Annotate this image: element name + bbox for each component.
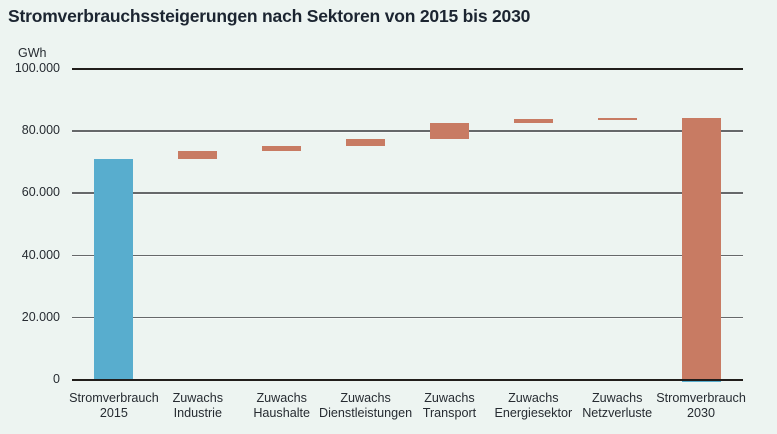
x-tick-label-zuwachs-energiesektor: Zuwachs Energiesektor — [458, 391, 608, 420]
x-tick-label-zuwachs-netzverluste: Zuwachs Netzverluste — [542, 391, 692, 420]
x-tick-label-line2: 2015 — [99, 405, 128, 420]
x-tick-label-line1: Zuwachs — [424, 391, 475, 405]
x-tick-label-line1: Stromverbrauch — [69, 391, 159, 405]
x-tick-label-line1: Zuwachs — [340, 391, 391, 405]
bar-zuwachs-haushalte — [262, 146, 302, 152]
x-tick-label-line2: Dienstleistungen — [319, 405, 413, 420]
y-tick-label-80000: 80.000 — [21, 123, 60, 138]
gridline-40000 — [72, 254, 743, 256]
x-tick-label-line2: Haushalte — [253, 405, 311, 420]
gridline-20000 — [72, 316, 743, 319]
x-tick-label-line1: Zuwachs — [508, 391, 559, 405]
x-tick-label-line1: Zuwachs — [172, 391, 224, 405]
bar-stromverbrauch-2030 — [681, 118, 721, 382]
x-tick-label-zuwachs-transport: Zuwachs Transport — [374, 391, 524, 420]
bar-zuwachs-industrie — [178, 151, 218, 160]
gridline-0 — [72, 379, 743, 381]
bar-zuwachs-netzverluste — [597, 118, 637, 120]
y-tick-label-100000: 100.000 — [14, 61, 60, 75]
y-tick-label-20000: 20.000 — [21, 309, 60, 324]
y-tick-label-40000: 40.000 — [21, 247, 60, 262]
x-tick-label-zuwachs-haushalte: Zuwachs Haushalte — [207, 391, 357, 420]
chart-title: Stromverbrauchssteigerungen nach Sektore… — [8, 6, 531, 26]
bar-zuwachs-energiesektor — [513, 119, 553, 123]
x-tick-label-stromverbrauch-2015: Stromverbrauch 2015 — [39, 391, 189, 420]
plot-area — [72, 68, 743, 382]
x-tick-label-zuwachs-industrie: Zuwachs Industrie — [123, 391, 273, 420]
x-tick-label-line1: Zuwachs — [591, 391, 643, 405]
bar-zuwachs-dienstleistungen — [346, 138, 386, 147]
y-tick-label-0: 0 — [53, 372, 60, 386]
x-tick-label-line2: Transport — [422, 405, 477, 420]
x-tick-label-line2: 2030 — [687, 405, 716, 420]
gridline-100000 — [72, 68, 743, 70]
gridline-80000 — [72, 130, 743, 132]
bar-stromverbrauch-2015 — [94, 159, 134, 380]
y-tick-label-60000: 60.000 — [21, 185, 60, 200]
gridline-60000 — [72, 192, 743, 194]
bar-zuwachs-transport — [429, 122, 469, 139]
y-axis-unit-label: GWh — [18, 46, 47, 60]
x-tick-label-line2: Netzverluste — [582, 405, 653, 420]
x-tick-label-zuwachs-dienstleistungen: Zuwachs Dienstleistungen — [291, 391, 441, 420]
x-tick-label-line2: Industrie — [173, 405, 222, 420]
x-tick-label-stromverbrauch-2030: Stromverbrauch 2030 — [626, 391, 776, 420]
x-tick-label-line1: Stromverbrauch — [656, 391, 746, 405]
x-tick-label-line2: Energiesektor — [494, 405, 573, 420]
x-tick-label-line1: Zuwachs — [256, 391, 307, 405]
